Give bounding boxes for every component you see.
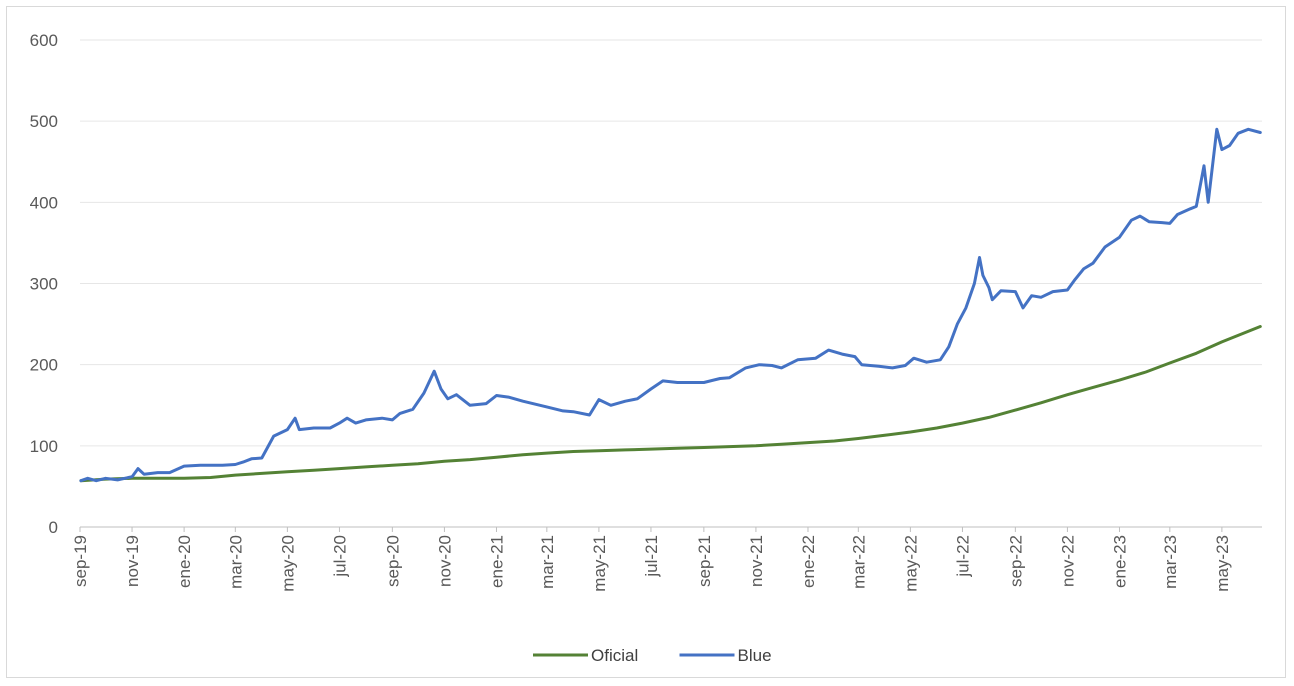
gridlines bbox=[80, 39, 1262, 447]
series-group bbox=[79, 127, 1262, 483]
y-tick-label: 300 bbox=[30, 275, 58, 294]
x-tick-label: jul-21 bbox=[642, 535, 661, 578]
legend-label: Blue bbox=[738, 646, 772, 665]
legend: Oficial Blue bbox=[533, 646, 772, 665]
y-tick-label: 200 bbox=[30, 356, 58, 375]
series-line-blue bbox=[79, 127, 1262, 483]
x-tick-label: sep-21 bbox=[695, 535, 714, 587]
legend-label: Oficial bbox=[591, 646, 638, 665]
chart-area bbox=[6, 6, 1286, 678]
x-tick-label: jul-22 bbox=[953, 535, 972, 578]
y-tick-label: 100 bbox=[30, 437, 58, 456]
x-tick-label: ene-23 bbox=[1110, 535, 1129, 588]
x-tick-label: mar-23 bbox=[1161, 535, 1180, 589]
y-tick-label: 500 bbox=[30, 112, 58, 131]
x-tick-label: jul-20 bbox=[330, 535, 349, 578]
x-tick-label: ene-20 bbox=[175, 535, 194, 588]
x-tick-label: nov-20 bbox=[435, 535, 454, 587]
x-tick-label: sep-20 bbox=[383, 535, 402, 587]
x-tick-label: ene-22 bbox=[799, 535, 818, 588]
x-tick-label: ene-21 bbox=[487, 535, 506, 588]
x-tick-label: sep-22 bbox=[1006, 535, 1025, 587]
x-tick-label: mar-20 bbox=[226, 535, 245, 589]
x-tick-label: may-23 bbox=[1213, 535, 1232, 592]
x-tick-label: mar-21 bbox=[538, 535, 557, 589]
x-tick-label: nov-19 bbox=[123, 535, 142, 587]
y-tick-label: 400 bbox=[30, 193, 58, 212]
x-tick-label: sep-19 bbox=[71, 535, 90, 587]
x-tick-label: may-21 bbox=[590, 535, 609, 592]
y-tick-label: 0 bbox=[49, 518, 58, 537]
series-line-oficial bbox=[79, 325, 1262, 483]
x-tick-label: nov-21 bbox=[747, 535, 766, 587]
x-tick-label: may-20 bbox=[278, 535, 297, 592]
y-axis-ticks: 0 100 200 300 400 500 600 bbox=[30, 31, 58, 537]
y-tick-label: 600 bbox=[30, 31, 58, 50]
x-tick-label: may-22 bbox=[901, 535, 920, 592]
x-tick-label: nov-22 bbox=[1058, 535, 1077, 587]
x-tick-label: mar-22 bbox=[849, 535, 868, 589]
x-axis: sep-19 nov-19 ene-20 mar-20 may-20 jul-20 sep-… bbox=[71, 526, 1262, 592]
